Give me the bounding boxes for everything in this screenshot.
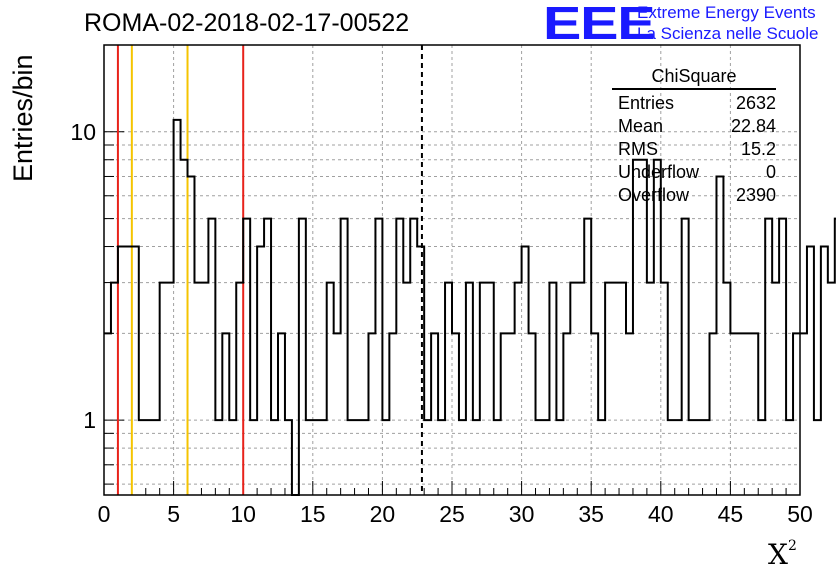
stats-title: ChiSquare (612, 66, 776, 90)
logo-subtitle-2: La Scienza nelle Scuole (637, 24, 819, 43)
stats-row: Underflow 0 (612, 161, 776, 184)
x-axis-label-superscript: 2 (787, 538, 797, 554)
stats-label: Entries (618, 93, 675, 113)
x-tick-label: 25 (439, 501, 465, 527)
stats-row: Mean 22.84 (612, 115, 776, 138)
stats-box: ChiSquare Entries 2632 Mean 22.84 RMS 15.2 … (612, 66, 776, 207)
x-tick-label: 50 (787, 501, 813, 527)
stats-label: RMS (618, 139, 658, 159)
x-tick-label: 10 (230, 501, 256, 527)
stats-row: RMS 15.2 (612, 138, 776, 161)
x-tick-label: 15 (300, 501, 326, 527)
x-tick-label: 5 (167, 501, 180, 527)
x-tick-label: 45 (718, 501, 744, 527)
logo-subtitle-1: Extreme Energy Events (637, 3, 816, 22)
y-tick-label: 10 (70, 119, 96, 145)
histogram-outline (104, 118, 836, 496)
x-tick-label: 40 (648, 501, 674, 527)
x-tick-label: 35 (578, 501, 604, 527)
stats-value: 2632 (735, 93, 776, 113)
stats-row: Entries 2632 (612, 92, 776, 115)
x-tick-label: 20 (370, 501, 396, 527)
stats-label: Mean (618, 116, 664, 136)
eee-logo: EEE (543, 0, 656, 49)
x-axis-label: X2 (768, 538, 797, 571)
y-axis-ticks: 1 10 (70, 44, 124, 485)
stats-value: 22.84 (730, 116, 776, 136)
stats-label: Underflow (618, 162, 700, 182)
stats-value: 15.2 (740, 139, 776, 159)
y-axis-label: Entries/bin (8, 54, 38, 182)
x-tick-label: 30 (509, 501, 535, 527)
y-tick-label: 1 (83, 407, 96, 433)
chart-title: ROMA-02-2018-02-17-00522 (84, 9, 410, 37)
stats-value: 2390 (735, 185, 776, 205)
plot-frame (103, 44, 801, 496)
stats-label: Overflow (618, 185, 690, 205)
x-tick-label: 0 (98, 501, 111, 527)
x-axis-ticks: 0 5 10 15 20 25 30 35 40 45 50 (98, 481, 813, 527)
stats-value: 0 (765, 162, 776, 182)
stats-row: Overflow 2390 (612, 184, 776, 207)
x-axis-label-base: X (768, 538, 788, 571)
